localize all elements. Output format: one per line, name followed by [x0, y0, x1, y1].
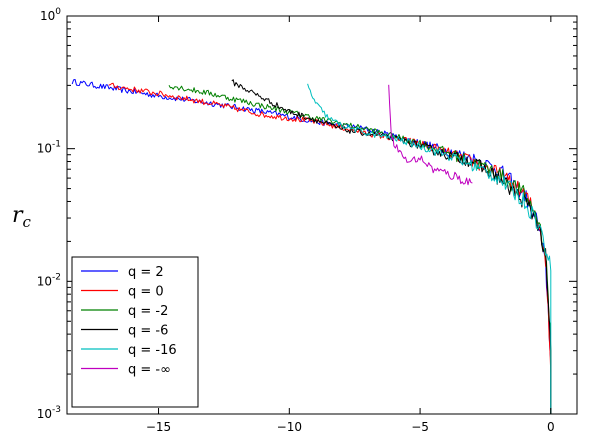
y-tick-label: 10-3 — [37, 405, 61, 421]
y-tick-label: 100 — [40, 7, 61, 23]
y-tick-label: 10-1 — [37, 140, 61, 156]
x-tick-label: −5 — [411, 420, 429, 433]
legend-label: q = 0 — [128, 285, 164, 300]
plot-frame — [66, 15, 578, 415]
legend-box — [71, 256, 199, 408]
legend-label: q = -2 — [128, 304, 168, 319]
x-tick-label: 0 — [547, 420, 555, 433]
y-tick-label: 10-2 — [37, 272, 61, 288]
y-axis-label: rc — [12, 203, 32, 231]
legend-label: q = -6 — [128, 324, 168, 339]
x-tick-label: −10 — [277, 420, 302, 433]
axis-layer: −15 −10 −5 0 10-3 10-2 10-1 100 — [37, 7, 577, 433]
legend-label: q = -16 — [128, 343, 177, 358]
legend-label: q = -∞ — [128, 363, 171, 378]
legend: q = 2 q = 0 q = -2 q = -6 q = -16 q = -∞ — [71, 256, 199, 408]
series-line-4 — [307, 83, 552, 414]
series-line-2 — [168, 85, 552, 414]
x-tick-label: −15 — [146, 420, 171, 433]
series-layer — [71, 79, 552, 414]
legend-label: q = 2 — [128, 265, 164, 280]
series-line-1 — [108, 82, 552, 414]
series-line-5 — [388, 84, 473, 186]
